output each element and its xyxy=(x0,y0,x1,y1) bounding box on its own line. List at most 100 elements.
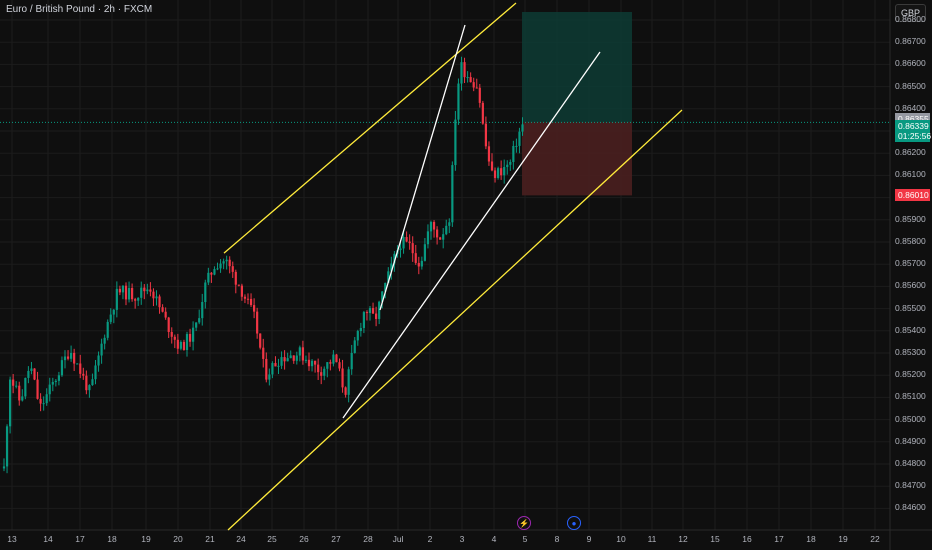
candle xyxy=(317,358,320,380)
price-tick-label: 0.85500 xyxy=(895,302,926,313)
candle xyxy=(225,255,228,270)
candle xyxy=(436,226,439,245)
candle xyxy=(121,285,125,300)
candle xyxy=(188,328,192,347)
candle xyxy=(487,141,491,166)
candle xyxy=(347,366,350,403)
candle xyxy=(353,337,356,354)
symbol-title[interactable]: Euro / British Pound · 2h · FXCM xyxy=(6,4,153,15)
candlestick-series xyxy=(2,56,524,474)
candle xyxy=(76,363,79,365)
candle xyxy=(356,329,359,346)
candle xyxy=(146,283,149,295)
time-tick-label: 18 xyxy=(107,534,117,544)
price-tick-label: 0.85200 xyxy=(895,369,926,380)
candle xyxy=(475,78,478,89)
candle xyxy=(280,351,283,369)
candle xyxy=(33,368,36,381)
candle xyxy=(179,340,182,351)
globe-event-icon[interactable]: ● xyxy=(567,516,581,530)
candle xyxy=(97,351,100,372)
candle xyxy=(164,307,167,320)
candle xyxy=(310,359,314,372)
candle xyxy=(176,333,179,355)
candle xyxy=(42,396,45,411)
candle xyxy=(94,360,97,385)
candle xyxy=(21,389,24,402)
time-tick-label: 2 xyxy=(427,534,433,544)
candle xyxy=(219,259,222,273)
time-tick-label: Jul xyxy=(392,534,404,544)
candle xyxy=(158,294,161,314)
candle xyxy=(451,161,454,227)
candle xyxy=(48,377,51,402)
candle xyxy=(79,354,82,379)
time-tick-label: 24 xyxy=(236,534,246,544)
currency-button[interactable]: GBP xyxy=(895,4,926,22)
time-tick-label: 19 xyxy=(838,534,848,544)
price-tick-label: 0.85800 xyxy=(895,236,926,246)
time-tick-label: 13 xyxy=(7,534,17,544)
candle xyxy=(420,256,423,270)
candle xyxy=(30,361,33,375)
channel-lower-line xyxy=(227,109,683,531)
time-tick-label: 3 xyxy=(459,534,465,544)
candle xyxy=(185,331,189,357)
candle xyxy=(103,334,106,350)
candle xyxy=(91,373,94,386)
candle xyxy=(344,386,347,398)
candle xyxy=(265,352,268,383)
candle xyxy=(512,140,515,170)
candle xyxy=(500,160,503,180)
candle xyxy=(481,100,484,125)
price-tick-label: 0.85700 xyxy=(895,258,926,269)
time-tick-label: 11 xyxy=(647,534,657,544)
candle xyxy=(18,381,21,406)
candle xyxy=(402,229,405,254)
candle xyxy=(472,77,475,92)
candle xyxy=(192,321,195,351)
candle xyxy=(155,290,158,306)
candle xyxy=(262,338,265,368)
price-tick-label: 0.86100 xyxy=(895,169,926,180)
candle xyxy=(304,355,308,364)
candle xyxy=(518,127,521,154)
candle xyxy=(106,319,109,341)
candle xyxy=(320,366,323,385)
price-tick-label: 0.84700 xyxy=(895,480,926,491)
price-tick-label: 0.86500 xyxy=(895,80,926,91)
candle xyxy=(411,236,414,262)
candle xyxy=(326,362,329,378)
candle xyxy=(368,306,372,321)
candle xyxy=(137,297,140,306)
time-tick-label: 25 xyxy=(267,534,277,544)
candle xyxy=(27,366,30,384)
candle xyxy=(365,310,369,321)
candle xyxy=(237,284,240,287)
last-price-tag: 0.86339 01:25:56 xyxy=(895,119,931,142)
candle xyxy=(414,244,417,265)
candle xyxy=(210,271,213,283)
candle xyxy=(222,258,225,270)
candle xyxy=(127,281,131,303)
candle xyxy=(246,293,250,305)
candle xyxy=(243,294,247,304)
candle xyxy=(493,167,497,183)
time-tick-label: 22 xyxy=(870,534,880,544)
lightning-event-icon[interactable]: ⚡ xyxy=(517,516,531,530)
candle xyxy=(381,290,384,309)
candle xyxy=(2,458,6,472)
candle xyxy=(350,344,353,375)
candle xyxy=(454,110,457,171)
candle xyxy=(362,310,365,334)
candle xyxy=(240,283,243,301)
stop-price-tag: 0.86010 xyxy=(895,189,930,202)
candle xyxy=(195,322,198,332)
time-tick-label: 14 xyxy=(43,534,53,544)
candle xyxy=(66,350,70,361)
candle xyxy=(429,220,433,240)
candle xyxy=(323,366,326,381)
price-tick-label: 0.86400 xyxy=(895,102,926,113)
